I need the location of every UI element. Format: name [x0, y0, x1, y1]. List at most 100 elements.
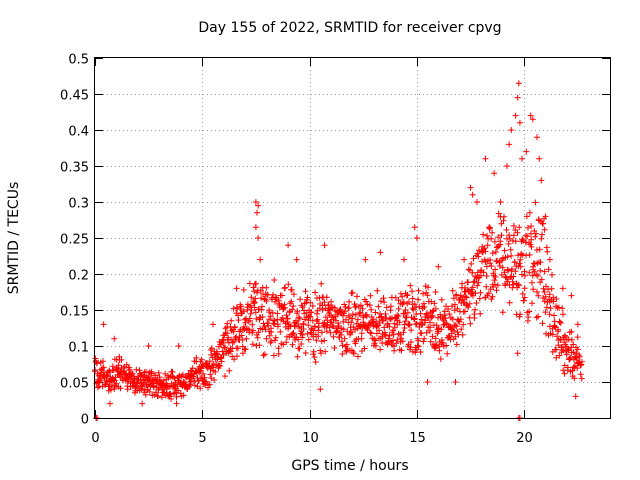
data-point: [421, 335, 428, 342]
data-point: [361, 345, 368, 352]
data-point: [231, 323, 238, 330]
data-point: [520, 297, 527, 304]
data-point: [226, 367, 233, 374]
data-point: [568, 336, 575, 343]
data-point: [574, 321, 581, 328]
data-point: [389, 337, 396, 344]
data-point: [311, 323, 318, 330]
data-point: [307, 299, 314, 306]
data-point: [401, 310, 408, 317]
data-point: [399, 293, 406, 300]
data-point: [473, 300, 480, 306]
data-point: [311, 354, 318, 361]
data-point: [507, 274, 514, 281]
data-point: [470, 255, 477, 262]
data-point: [560, 311, 566, 318]
data-point: [395, 297, 402, 304]
data-point: [224, 330, 231, 337]
data-point: [556, 352, 563, 359]
data-point: [484, 232, 490, 239]
data-point: [249, 341, 256, 348]
data-point: [451, 307, 458, 314]
data-point: [542, 213, 549, 220]
data-point: [406, 321, 413, 328]
data-point: [572, 393, 579, 400]
data-point: [272, 334, 279, 341]
data-point: [266, 307, 273, 314]
data-point: [510, 222, 517, 229]
data-point: [312, 289, 319, 296]
data-point: [578, 358, 585, 365]
data-point: [417, 349, 424, 355]
data-point: [346, 298, 353, 305]
data-point: [363, 311, 370, 318]
data-point: [309, 303, 316, 309]
data-point: [519, 236, 526, 243]
data-point: [515, 80, 522, 87]
data-point: [537, 259, 544, 266]
data-point: [538, 235, 545, 242]
data-point: [259, 303, 265, 310]
data-point: [401, 325, 408, 331]
data-point: [398, 335, 405, 342]
data-point: [302, 350, 309, 356]
data-point: [504, 163, 510, 169]
data-point: [372, 342, 379, 349]
data-point: [338, 331, 345, 338]
data-point: [563, 351, 570, 358]
data-point: [333, 328, 340, 334]
data-point: [515, 282, 522, 289]
data-point: [493, 287, 500, 294]
data-point: [270, 352, 277, 359]
data-point: [466, 300, 473, 307]
data-point: [523, 148, 530, 155]
data-point: [383, 304, 390, 311]
data-point: [146, 388, 153, 395]
data-point: [115, 362, 122, 369]
data-point: [299, 304, 306, 311]
x-tick-label: 0: [91, 431, 99, 446]
data-point: [308, 309, 315, 316]
y-tick-label: 0: [81, 413, 89, 428]
y-tick-label: 0.45: [60, 89, 89, 104]
data-point: [400, 299, 407, 306]
data-point: [404, 309, 411, 316]
data-point: [547, 305, 554, 312]
y-tick-label: 0.25: [60, 233, 89, 248]
data-point: [252, 199, 259, 205]
data-point: [553, 296, 560, 302]
data-point: [406, 299, 412, 305]
data-point: [305, 317, 312, 324]
data-point: [438, 326, 445, 333]
data-point: [272, 298, 279, 305]
data-point: [501, 213, 507, 220]
data-point: [488, 235, 495, 242]
data-point: [296, 345, 303, 352]
data-point: [220, 340, 227, 346]
data-point: [191, 382, 198, 389]
data-point: [113, 380, 120, 387]
data-point: [315, 333, 322, 340]
data-point: [343, 341, 350, 348]
data-point: [465, 304, 472, 311]
data-point: [260, 352, 267, 359]
data-point: [264, 291, 271, 298]
data-point: [471, 315, 478, 321]
data-point: [349, 311, 356, 318]
data-point: [155, 393, 162, 400]
x-axis-title: GPS time / hours: [291, 458, 408, 474]
data-point: [517, 256, 524, 263]
data-point: [482, 155, 489, 162]
data-point: [234, 353, 240, 360]
data-point: [331, 345, 338, 351]
data-point: [471, 278, 478, 285]
data-point: [551, 323, 558, 330]
data-point: [348, 328, 355, 335]
data-point: [125, 376, 132, 383]
data-point: [306, 313, 313, 320]
data-point: [279, 314, 286, 321]
data-point: [250, 327, 256, 334]
data-point: [380, 295, 387, 302]
y-tick-label: 0.2: [68, 269, 89, 284]
data-point: [441, 308, 448, 315]
